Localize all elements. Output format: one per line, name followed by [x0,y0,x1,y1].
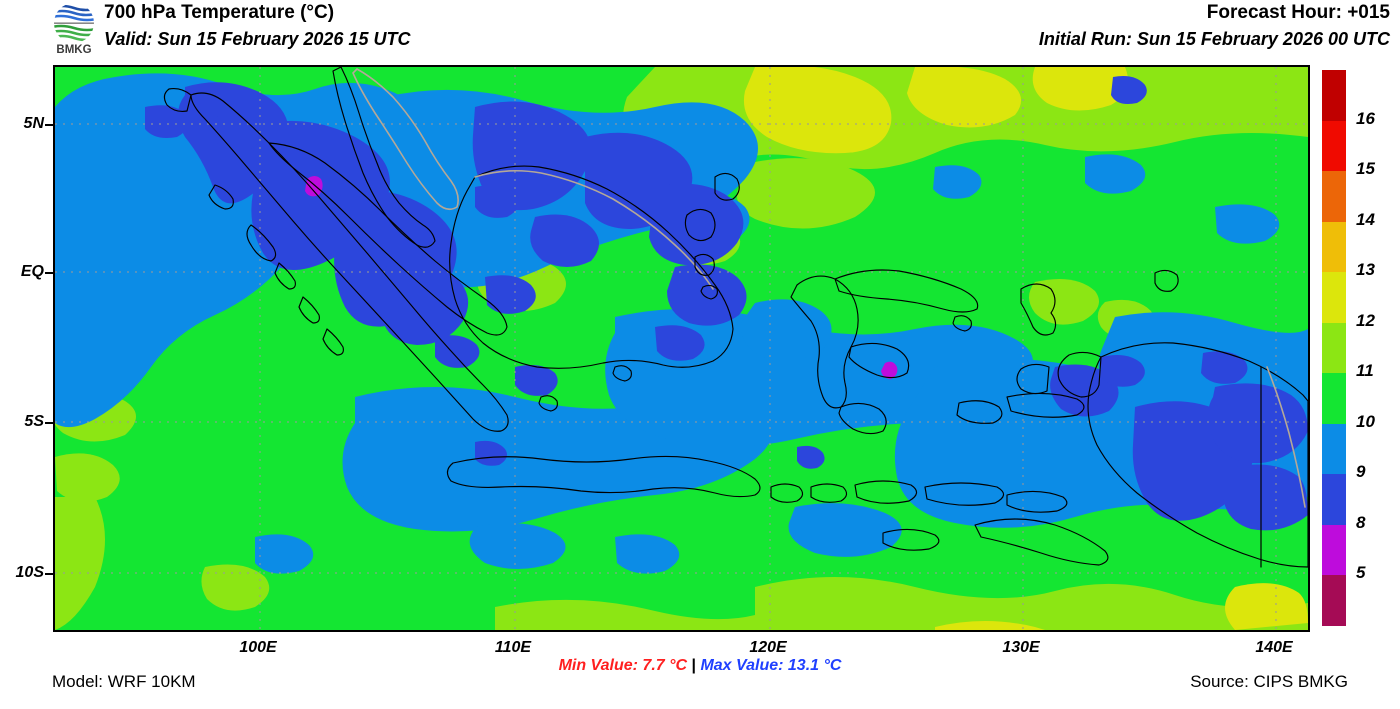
colorbar-band-6 [1322,373,1346,424]
colorbar-label-14: 14 [1356,209,1375,229]
colorbar-band-8 [1322,474,1346,525]
y-label-eq: EQ [20,263,44,280]
y-label-5n: 5N [23,115,44,132]
initial-run-label: Initial Run: Sun 15 February 2026 00 UTC [1038,29,1390,49]
map-canvas [55,67,1308,630]
colorbar-band-4 [1322,272,1346,323]
colorbar-label-15: 15 [1356,159,1375,179]
y-tick-5s [45,422,53,424]
forecast-hour-label: Forecast Hour: +015 [1206,2,1390,23]
colorbar[interactable] [1322,70,1346,626]
colorbar-label-9: 9 [1356,462,1366,482]
colorbar-label-13: 13 [1356,260,1375,280]
max-value-label: Max Value: 13.1 °C [700,657,842,674]
field-band-8-9 [145,76,1308,531]
map-gridlines [55,67,1308,630]
colorbar-band-9 [1322,524,1346,576]
model-label: Model: WRF 10KM [52,672,196,691]
colorbar-label-16: 16 [1356,108,1375,128]
colorbar-label-5: 5 [1356,563,1366,583]
x-label-140e: 140E [1255,639,1293,656]
y-tick-10s [45,573,53,575]
x-label-100e: 100E [239,639,277,656]
colorbar-band-5 [1322,322,1346,374]
source-label: Source: CIPS BMKG [1190,672,1348,691]
bmkg-logo: BMKG [46,2,102,56]
coastlines [163,67,1308,568]
colorbar-label-12: 12 [1356,310,1375,330]
colorbar-label-8: 8 [1356,512,1366,532]
header: BMKG 700 hPa Temperature (°C) Valid: Sun… [0,0,1400,60]
colorbar-band-10 [1322,575,1346,626]
x-label-120e: 120E [749,639,787,656]
valid-time-label: Valid: Sun 15 February 2026 15 UTC [104,29,411,49]
y-tick-5n [45,124,53,126]
field-band-12-13 [744,67,1308,630]
x-label-110e: 110E [494,639,532,656]
colorbar-label-11: 11 [1356,361,1374,381]
colorbar-band-0 [1322,70,1346,121]
y-label-5s: 5S [24,413,44,430]
logo-waves [54,3,94,43]
min-value-label: Min Value: 7.7 °C [558,657,688,674]
colorbar-band-2 [1322,171,1346,222]
logo-text: BMKG [56,44,91,56]
temperature-map[interactable]: Copyright Sub Bidang Prediksi Cuaca BMKG… [53,65,1310,632]
colorbar-band-3 [1322,221,1346,273]
min-max-separator: | [691,657,696,674]
x-label-130e: 130E [1002,639,1040,656]
colorbar-band-7 [1322,423,1346,475]
y-label-10s: 10S [15,564,44,581]
colorbar-band-1 [1322,120,1346,172]
y-tick-eq [45,272,53,274]
colorbar-label-10: 10 [1356,411,1375,431]
min-max-values: Min Value: 7.7 °C | Max Value: 13.1 °C [0,657,1400,675]
page-title: 700 hPa Temperature (°C) [104,2,335,23]
